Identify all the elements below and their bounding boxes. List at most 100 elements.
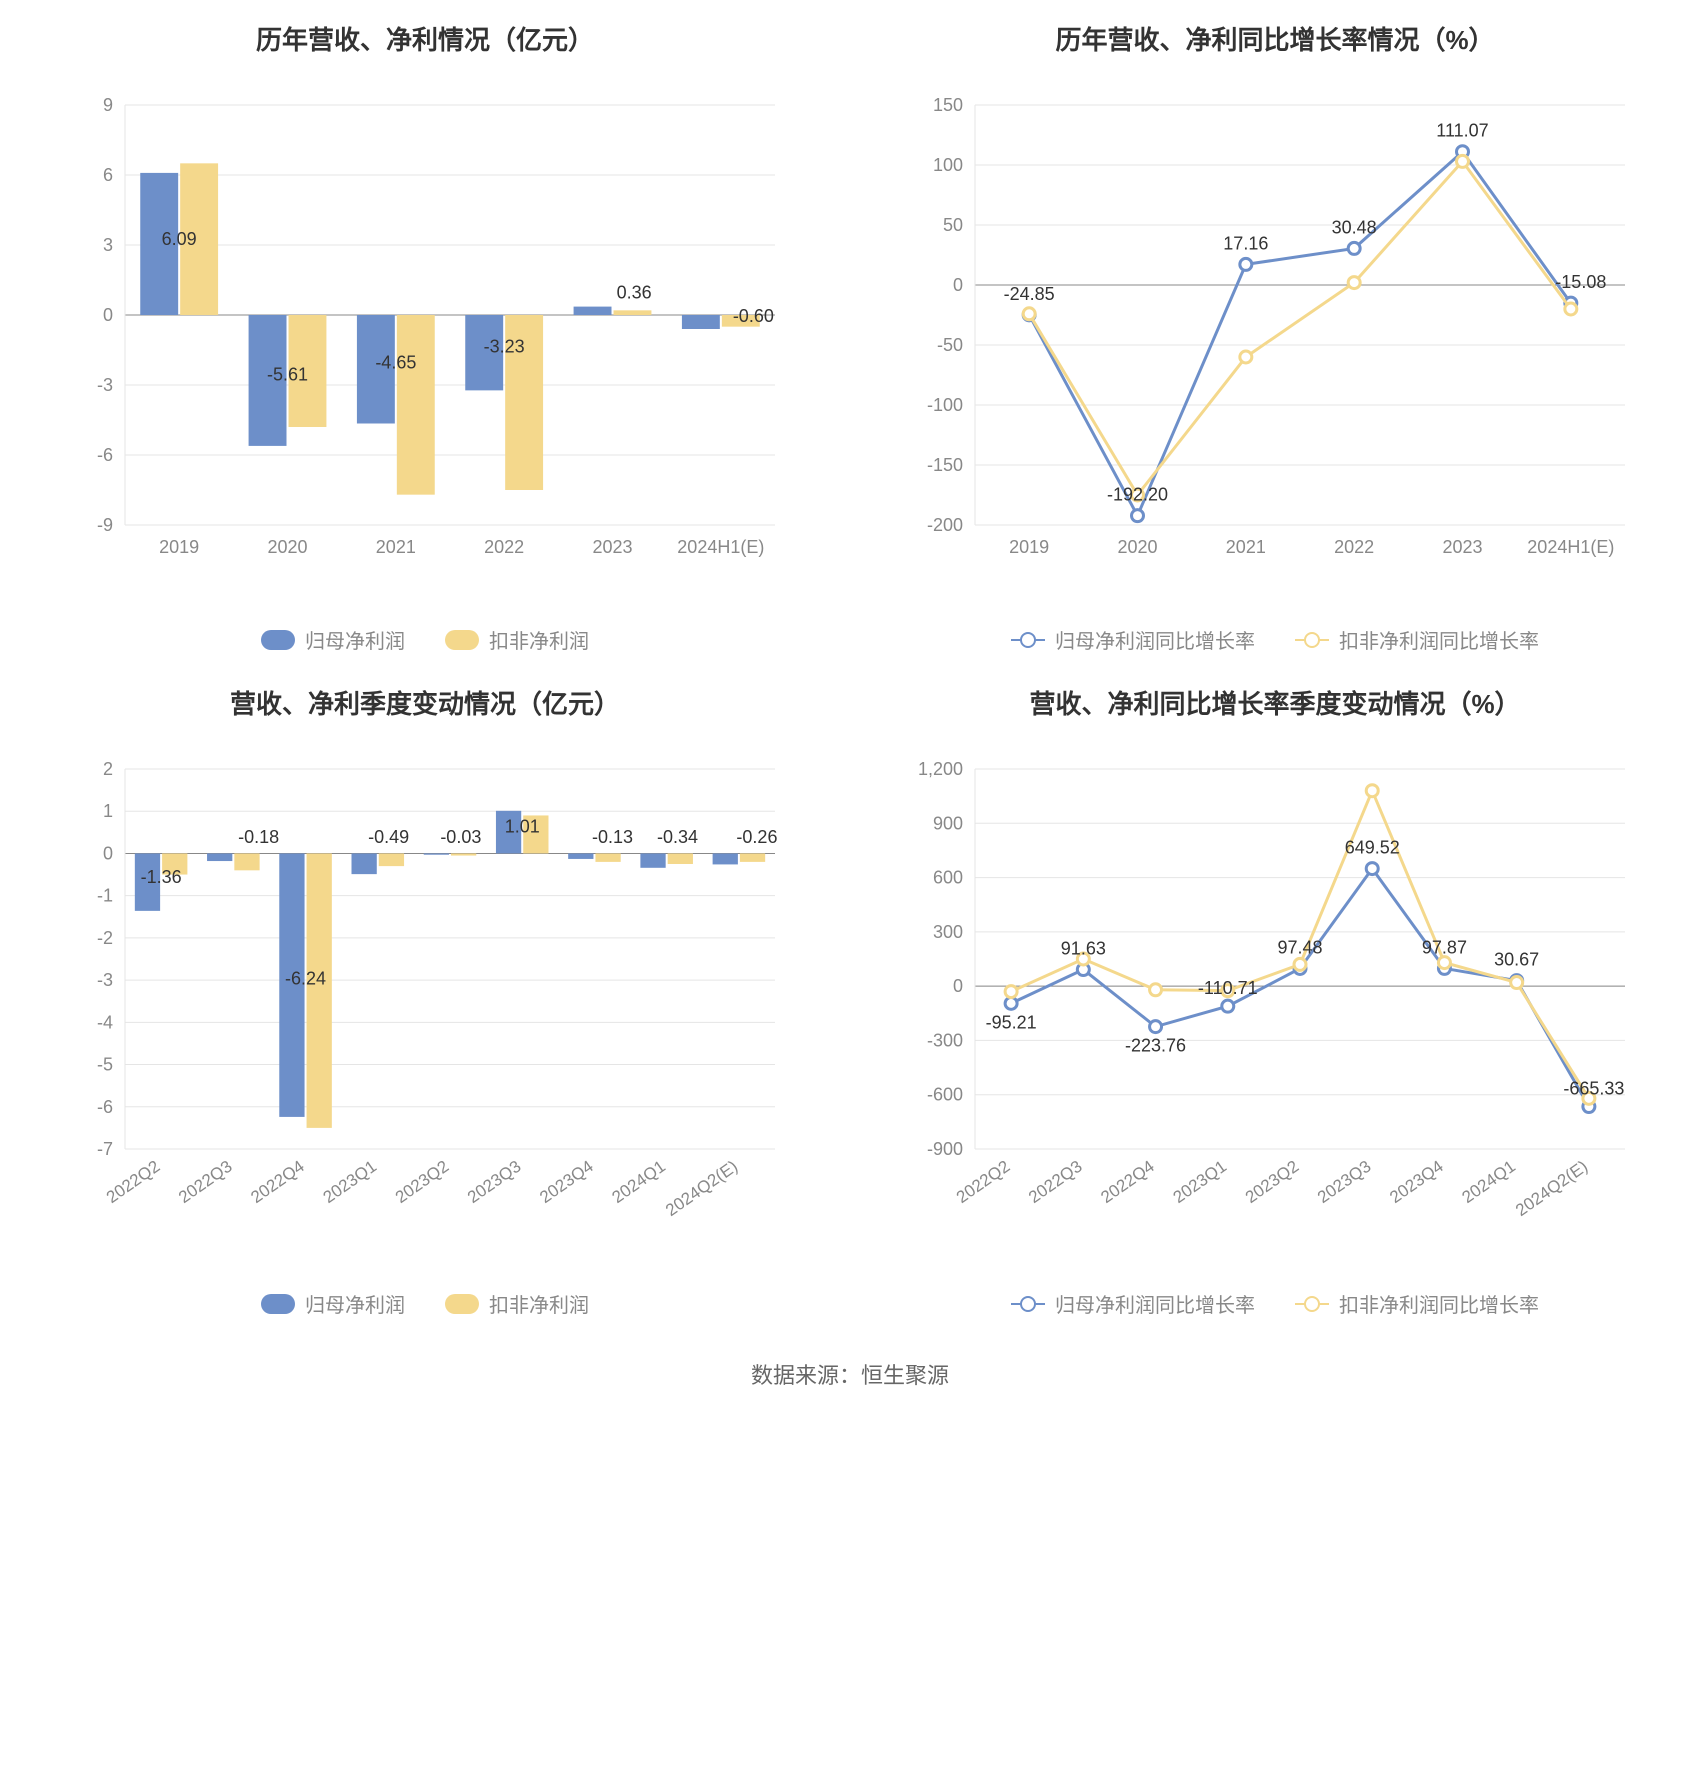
plot-bl: -7-6-5-4-3-2-10122022Q22022Q32022Q42023Q… — [45, 739, 805, 1239]
svg-text:2022Q2: 2022Q2 — [953, 1157, 1013, 1207]
svg-text:0: 0 — [953, 275, 963, 295]
svg-text:91.63: 91.63 — [1061, 939, 1106, 959]
legend-label: 归母净利润同比增长率 — [1055, 1289, 1255, 1318]
svg-text:30.48: 30.48 — [1332, 217, 1377, 237]
svg-text:2023: 2023 — [592, 537, 632, 557]
legend-bar-bl: 归母净利润 扣非净利润 — [261, 1289, 589, 1318]
legend-swatch — [1295, 1303, 1329, 1305]
svg-text:2022: 2022 — [484, 537, 524, 557]
svg-text:1: 1 — [103, 801, 113, 821]
svg-text:2022Q3: 2022Q3 — [175, 1157, 235, 1207]
panel-tl: 历年营收、净利情况（亿元） -9-6-303692019202020212022… — [20, 20, 830, 654]
svg-text:-100: -100 — [927, 395, 963, 415]
title-bl: 营收、净利季度变动情况（亿元） — [230, 684, 620, 721]
plot-tl: -9-6-30369201920202021202220232024H1(E)6… — [45, 75, 805, 575]
svg-text:2022Q4: 2022Q4 — [1097, 1157, 1157, 1207]
svg-text:2023Q3: 2023Q3 — [1314, 1157, 1374, 1207]
legend-swatch — [1295, 639, 1329, 641]
title-br: 营收、净利同比增长率季度变动情况（%） — [1029, 684, 1520, 721]
svg-text:2024Q1: 2024Q1 — [1459, 1157, 1519, 1207]
legend-swatch — [445, 630, 479, 650]
svg-text:-192.20: -192.20 — [1107, 485, 1168, 505]
legend-label: 归母净利润 — [305, 625, 405, 654]
svg-text:-6.24: -6.24 — [285, 968, 326, 988]
legend-label: 归母净利润 — [305, 1289, 405, 1318]
legend-item: 归母净利润 — [261, 1289, 405, 1318]
svg-text:2: 2 — [103, 759, 113, 779]
svg-text:-95.21: -95.21 — [986, 1012, 1037, 1032]
svg-text:-600: -600 — [927, 1085, 963, 1105]
svg-text:2023Q4: 2023Q4 — [536, 1157, 596, 1207]
legend-label: 扣非净利润 — [489, 1289, 589, 1318]
svg-text:2023Q1: 2023Q1 — [320, 1157, 380, 1207]
svg-text:-3: -3 — [97, 375, 113, 395]
legend-label: 扣非净利润同比增长率 — [1339, 1289, 1539, 1318]
svg-text:-3.23: -3.23 — [484, 336, 525, 356]
svg-text:2021: 2021 — [376, 537, 416, 557]
svg-text:17.16: 17.16 — [1223, 233, 1268, 253]
legend-item: 扣非净利润 — [445, 1289, 589, 1318]
svg-text:0: 0 — [103, 843, 113, 863]
svg-text:-0.49: -0.49 — [368, 827, 409, 847]
svg-text:1.01: 1.01 — [505, 816, 540, 836]
legend-item: 归母净利润同比增长率 — [1011, 625, 1255, 654]
svg-text:-2: -2 — [97, 928, 113, 948]
svg-text:0: 0 — [103, 305, 113, 325]
legend-bar-tl: 归母净利润 扣非净利润 — [261, 625, 589, 654]
svg-text:-15.08: -15.08 — [1555, 272, 1606, 292]
svg-text:2019: 2019 — [159, 537, 199, 557]
svg-text:6.09: 6.09 — [162, 229, 197, 249]
svg-text:97.48: 97.48 — [1277, 938, 1322, 958]
svg-text:2024Q1: 2024Q1 — [609, 1157, 669, 1207]
svg-text:-7: -7 — [97, 1139, 113, 1159]
legend-item: 扣非净利润同比增长率 — [1295, 625, 1539, 654]
svg-text:2024Q2(E): 2024Q2(E) — [662, 1157, 741, 1220]
svg-text:-6: -6 — [97, 445, 113, 465]
svg-text:-5.61: -5.61 — [267, 364, 308, 384]
svg-text:100: 100 — [933, 155, 963, 175]
svg-text:900: 900 — [933, 813, 963, 833]
title-tl: 历年营收、净利情况（亿元） — [256, 20, 594, 57]
svg-text:2023Q4: 2023Q4 — [1386, 1157, 1446, 1207]
svg-text:2024H1(E): 2024H1(E) — [677, 537, 764, 557]
svg-text:2022Q4: 2022Q4 — [247, 1157, 307, 1207]
svg-text:50: 50 — [943, 215, 963, 235]
svg-text:-223.76: -223.76 — [1125, 1036, 1186, 1056]
svg-text:3: 3 — [103, 235, 113, 255]
svg-text:111.07: 111.07 — [1436, 121, 1488, 141]
svg-text:-110.71: -110.71 — [1198, 978, 1258, 998]
legend-item: 扣非净利润 — [445, 625, 589, 654]
svg-text:2020: 2020 — [267, 537, 307, 557]
title-tr: 历年营收、净利同比增长率情况（%） — [1055, 20, 1494, 57]
legend-line-br: 归母净利润同比增长率 扣非净利润同比增长率 — [1011, 1289, 1539, 1318]
svg-text:97.87: 97.87 — [1422, 937, 1467, 957]
legend-label: 扣非净利润同比增长率 — [1339, 625, 1539, 654]
svg-text:2023Q2: 2023Q2 — [392, 1157, 452, 1207]
legend-item: 扣非净利润同比增长率 — [1295, 1289, 1539, 1318]
plot-tr: -200-150-100-500501001502019202020212022… — [895, 75, 1655, 575]
legend-swatch — [261, 630, 295, 650]
svg-text:0.36: 0.36 — [617, 283, 652, 303]
svg-text:600: 600 — [933, 868, 963, 888]
svg-text:6: 6 — [103, 165, 113, 185]
svg-text:-50: -50 — [937, 335, 963, 355]
svg-text:649.52: 649.52 — [1345, 838, 1400, 858]
svg-text:-0.60: -0.60 — [733, 306, 774, 326]
plot-br: -900-600-30003006009001,2002022Q22022Q32… — [895, 739, 1655, 1239]
footer-source: 数据来源：恒生聚源 — [20, 1358, 1680, 1390]
panel-bl: 营收、净利季度变动情况（亿元） -7-6-5-4-3-2-10122022Q22… — [20, 684, 830, 1318]
svg-text:-300: -300 — [927, 1030, 963, 1050]
svg-text:-900: -900 — [927, 1139, 963, 1159]
legend-swatch — [1011, 1303, 1045, 1305]
dashboard-grid: 历年营收、净利情况（亿元） -9-6-303692019202020212022… — [20, 20, 1680, 1318]
svg-text:-0.03: -0.03 — [440, 827, 481, 847]
svg-text:-665.33: -665.33 — [1563, 1079, 1624, 1099]
svg-text:2022: 2022 — [1334, 537, 1374, 557]
svg-text:-150: -150 — [927, 455, 963, 475]
svg-text:-24.85: -24.85 — [1004, 284, 1055, 304]
svg-text:-1: -1 — [97, 886, 113, 906]
panel-tr: 历年营收、净利同比增长率情况（%） -200-150-100-500501001… — [870, 20, 1680, 654]
svg-text:-0.26: -0.26 — [736, 827, 777, 847]
svg-text:2020: 2020 — [1117, 537, 1157, 557]
svg-text:1,200: 1,200 — [918, 759, 963, 779]
